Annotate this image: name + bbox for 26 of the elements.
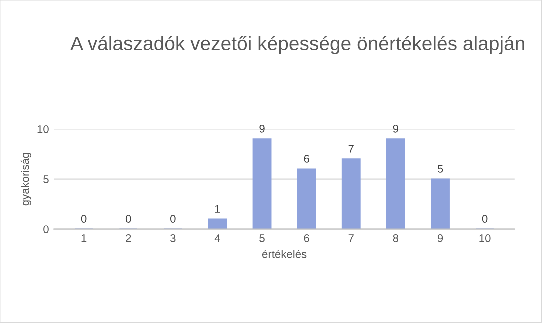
data-label: 9 <box>260 124 265 133</box>
data-label: 5 <box>438 165 444 173</box>
y-tick-label: 10 <box>38 125 49 134</box>
y-axis-title: gyakoriság <box>20 153 32 206</box>
x-tick-label: 7 <box>348 234 354 242</box>
y-tick-label: 0 <box>44 226 49 234</box>
x-tick-label: 1 <box>82 234 87 242</box>
y-tick-label: 5 <box>44 176 49 184</box>
x-tick-label: 8 <box>393 234 399 242</box>
data-label: 6 <box>304 155 310 163</box>
data-label: 0 <box>81 215 87 223</box>
data-label: 7 <box>348 145 354 153</box>
x-tick-label: 6 <box>304 234 310 242</box>
data-label: 9 <box>393 124 398 133</box>
data-label: 1 <box>215 205 220 213</box>
x-tick-label: 2 <box>126 234 132 242</box>
data-label: 0 <box>126 215 132 223</box>
chart-title: A válaszadók vezetői képessége önértékelés alapján <box>70 36 524 54</box>
data-label: 0 <box>170 215 176 223</box>
x-axis-title: értékelés <box>262 250 307 258</box>
x-tick-label: 9 <box>438 234 444 242</box>
x-tick-label: 10 <box>480 234 491 242</box>
x-tick-label: 3 <box>170 234 176 242</box>
x-tick-label: 5 <box>260 234 265 242</box>
data-label: 0 <box>482 215 488 223</box>
x-tick-label: 4 <box>214 234 220 242</box>
